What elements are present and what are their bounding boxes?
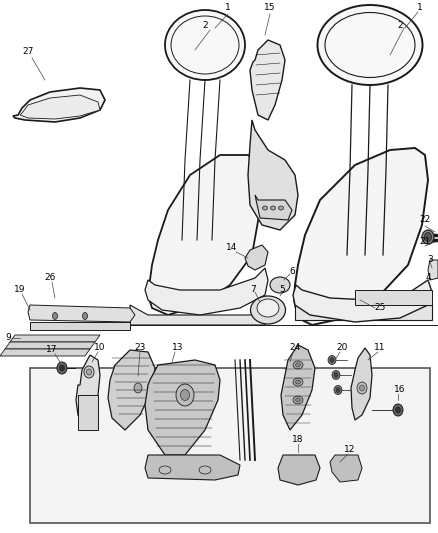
Text: 23: 23 (134, 343, 146, 352)
Ellipse shape (296, 398, 300, 402)
Ellipse shape (134, 383, 142, 393)
Polygon shape (278, 455, 320, 485)
Text: 19: 19 (14, 286, 26, 295)
Polygon shape (355, 290, 432, 305)
Ellipse shape (271, 206, 276, 210)
FancyBboxPatch shape (30, 368, 430, 523)
Polygon shape (76, 355, 100, 425)
Polygon shape (13, 88, 105, 122)
Text: 12: 12 (344, 446, 356, 455)
Polygon shape (5, 342, 95, 349)
Text: 22: 22 (419, 215, 431, 224)
Text: 26: 26 (44, 273, 56, 282)
Ellipse shape (270, 277, 290, 293)
Ellipse shape (334, 373, 338, 377)
Polygon shape (428, 260, 438, 280)
Ellipse shape (86, 369, 92, 375)
Polygon shape (295, 305, 432, 320)
Text: 21: 21 (419, 238, 431, 246)
Ellipse shape (318, 5, 423, 85)
Text: 16: 16 (394, 385, 406, 394)
Text: 15: 15 (264, 4, 276, 12)
Polygon shape (330, 455, 362, 482)
Ellipse shape (60, 365, 64, 371)
Text: 6: 6 (289, 268, 295, 277)
Ellipse shape (84, 366, 94, 378)
Ellipse shape (257, 299, 279, 317)
Text: 7: 7 (250, 286, 256, 295)
Ellipse shape (422, 230, 434, 244)
Text: 10: 10 (94, 343, 106, 352)
Polygon shape (28, 305, 135, 322)
Text: 9: 9 (5, 334, 11, 343)
Polygon shape (245, 245, 268, 270)
Ellipse shape (293, 396, 303, 404)
Text: 25: 25 (374, 303, 386, 312)
Polygon shape (281, 345, 315, 430)
Ellipse shape (360, 385, 364, 391)
Polygon shape (30, 322, 130, 330)
Text: 2: 2 (397, 20, 403, 29)
Text: 5: 5 (279, 286, 285, 295)
Ellipse shape (330, 358, 334, 362)
Polygon shape (145, 360, 220, 455)
Text: 13: 13 (172, 343, 184, 352)
Ellipse shape (334, 385, 342, 394)
Ellipse shape (130, 378, 146, 398)
Ellipse shape (424, 232, 431, 241)
Text: 24: 24 (290, 343, 300, 352)
Polygon shape (78, 395, 98, 430)
Polygon shape (250, 40, 285, 120)
Ellipse shape (53, 312, 57, 319)
Ellipse shape (251, 296, 286, 324)
Text: 4: 4 (425, 273, 431, 282)
Ellipse shape (165, 10, 245, 80)
Ellipse shape (357, 382, 367, 394)
Ellipse shape (293, 361, 303, 369)
Ellipse shape (293, 378, 303, 386)
Ellipse shape (393, 404, 403, 416)
Text: 27: 27 (22, 47, 34, 56)
Text: 1: 1 (417, 4, 423, 12)
Text: 14: 14 (226, 244, 238, 253)
Polygon shape (293, 280, 432, 322)
Text: 3: 3 (427, 255, 433, 264)
Ellipse shape (328, 356, 336, 365)
Ellipse shape (296, 380, 300, 384)
Polygon shape (255, 195, 292, 220)
Polygon shape (294, 148, 428, 325)
Polygon shape (130, 305, 265, 325)
Ellipse shape (332, 370, 340, 379)
Polygon shape (108, 350, 155, 430)
Polygon shape (10, 335, 100, 342)
Polygon shape (248, 120, 298, 230)
Polygon shape (145, 268, 268, 315)
Ellipse shape (176, 384, 194, 406)
Ellipse shape (396, 407, 400, 413)
Polygon shape (148, 155, 260, 315)
Polygon shape (351, 348, 372, 420)
Ellipse shape (279, 206, 283, 210)
Text: 11: 11 (374, 343, 386, 352)
Ellipse shape (57, 362, 67, 374)
Ellipse shape (82, 312, 88, 319)
Polygon shape (0, 349, 90, 356)
Polygon shape (145, 455, 240, 480)
Polygon shape (20, 95, 100, 119)
Text: 20: 20 (336, 343, 348, 352)
Ellipse shape (296, 363, 300, 367)
Ellipse shape (180, 390, 190, 400)
Ellipse shape (262, 206, 268, 210)
Text: 18: 18 (292, 435, 304, 445)
Text: 1: 1 (225, 4, 231, 12)
Ellipse shape (336, 387, 340, 392)
Text: 2: 2 (202, 20, 208, 29)
Text: 17: 17 (46, 345, 58, 354)
